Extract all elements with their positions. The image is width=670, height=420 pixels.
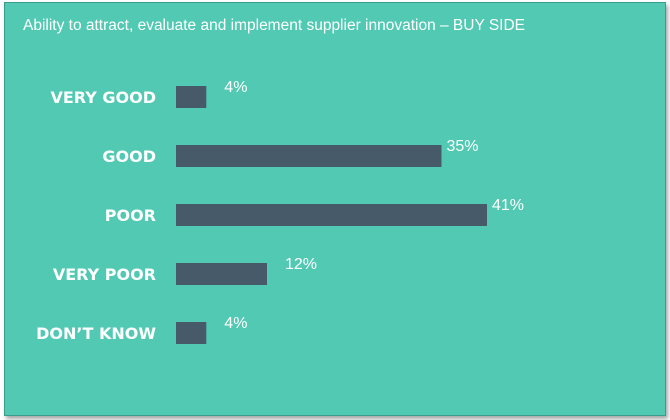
bar-chart: VERY GOOD 4% GOOD 35% POOR 41% VERY POOR 12% DON… (36, 79, 524, 344)
bar-don-t-know (176, 322, 207, 344)
value-label-good: 35% (447, 138, 479, 155)
bar-very-good (176, 86, 207, 108)
value-label-poor: 41% (492, 197, 524, 214)
category-label-very-poor: VERY POOR (53, 265, 156, 284)
chart-title: Ability to attract, evaluate and impleme… (23, 17, 526, 34)
value-label-very-good: 4% (224, 79, 247, 96)
chart-panel: Ability to attract, evaluate and impleme… (4, 2, 666, 416)
value-label-very-poor: 12% (285, 256, 317, 273)
bar-good (176, 145, 442, 167)
category-label-very-good: VERY GOOD (50, 88, 156, 107)
bar-poor (176, 204, 487, 226)
bar-very-poor (176, 263, 267, 285)
category-label-good: GOOD (102, 147, 156, 166)
category-label-poor: POOR (105, 206, 156, 225)
category-label-don-t-know: DON’T KNOW (36, 324, 156, 343)
value-label-don-t-know: 4% (224, 315, 247, 332)
